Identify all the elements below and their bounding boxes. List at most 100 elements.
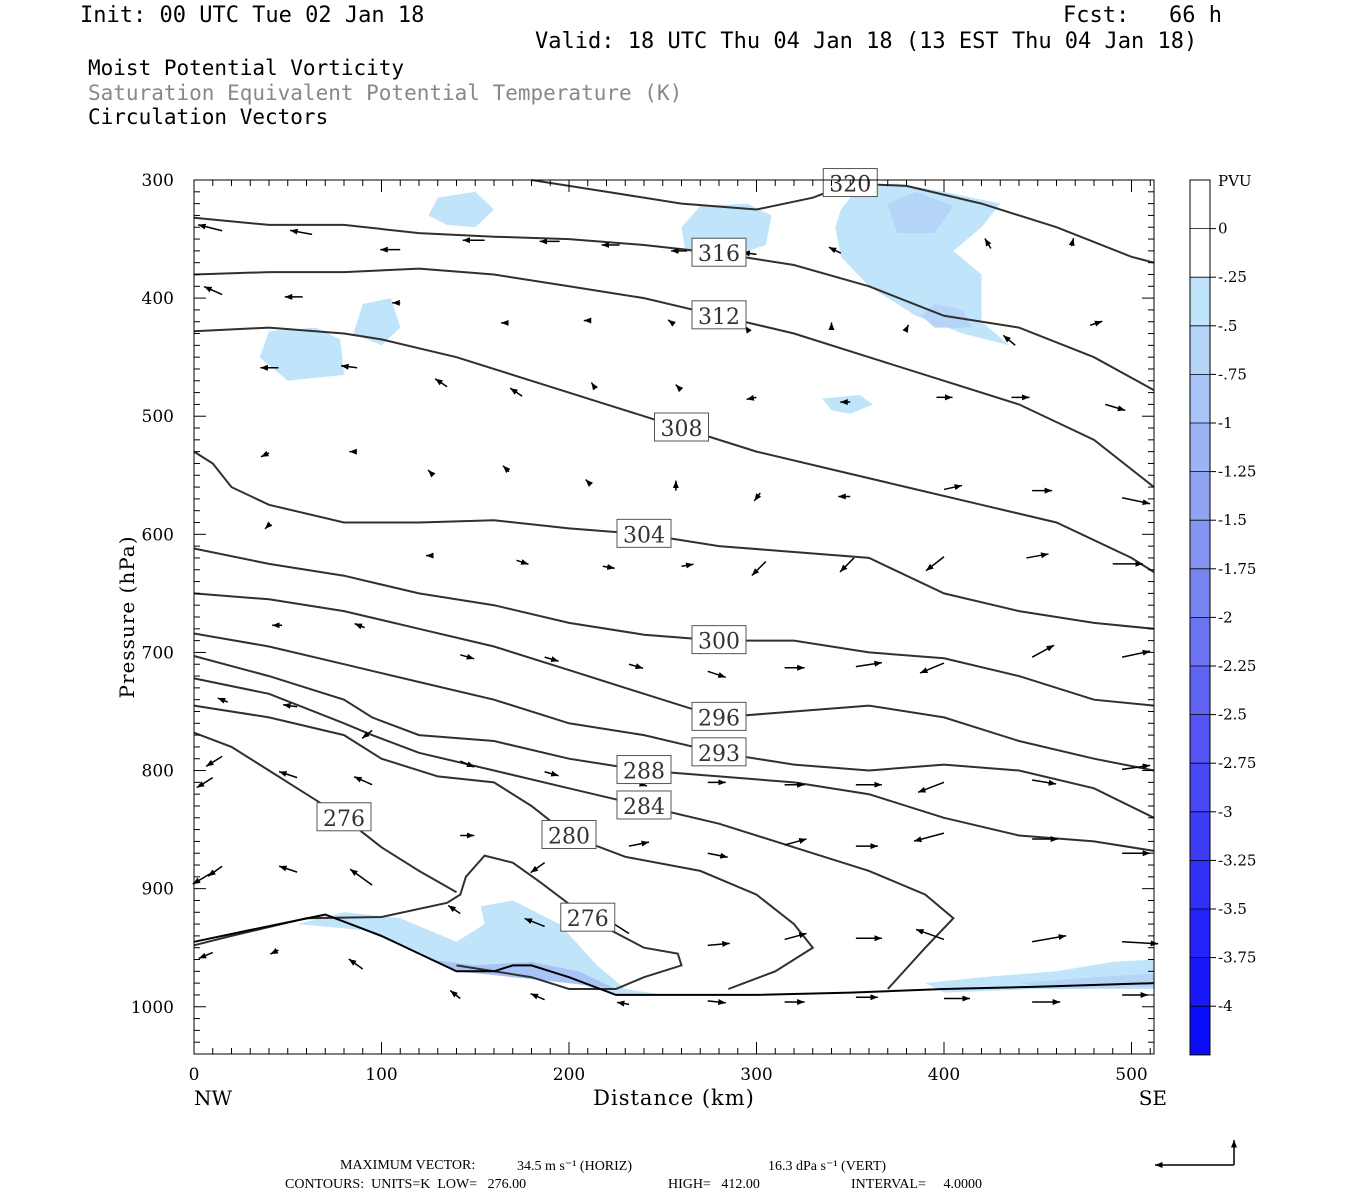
- x-axis-title: Distance (km): [593, 1086, 755, 1110]
- circulation-vector-46: [516, 559, 529, 566]
- circulation-vector-43: [1121, 496, 1151, 506]
- circulation-vector-75: [1032, 779, 1057, 786]
- mpv-shade-0: [428, 191, 494, 228]
- colorbar-swatch-6: [1190, 471, 1210, 521]
- colorbar-label-4: -1: [1218, 414, 1233, 432]
- colorbar-label-9: -2.25: [1218, 657, 1256, 675]
- contour-label-304-8: 304: [616, 518, 672, 548]
- colorbar-swatch-2: [1190, 277, 1210, 327]
- circulation-vector-58: [628, 663, 644, 670]
- circulation-vector-100: [915, 928, 945, 941]
- colorbar-swatch-10: [1190, 666, 1210, 716]
- valid-time: Valid: 18 UTC Thu 04 Jan 18 (13 EST Thu …: [535, 29, 1198, 54]
- mpv-shade-2: [835, 183, 1010, 346]
- colorbar-swatch-8: [1190, 568, 1210, 618]
- circulation-vector-39: [753, 492, 762, 502]
- colorbar-swatch-7: [1190, 520, 1210, 570]
- x-tick-label-200: 200: [553, 1065, 585, 1085]
- circulation-vector-65: [217, 697, 229, 704]
- circulation-vector-107: [530, 992, 545, 1001]
- max-vector-label: MAXIMUM VECTOR:: [340, 1158, 476, 1173]
- circulation-vector-104: [270, 948, 279, 955]
- mpv-shade-3: [887, 191, 954, 234]
- circulation-vector-41: [943, 484, 963, 491]
- circulation-vector-77: [196, 776, 214, 789]
- circulation-vector-66: [283, 702, 298, 709]
- svg-text:288: 288: [623, 760, 665, 785]
- contour-276-0: [193, 854, 683, 990]
- colorbar-swatch-11: [1190, 714, 1210, 764]
- y-tick-label-1000: 1000: [131, 998, 174, 1018]
- circulation-vector-98: [784, 932, 807, 941]
- circulation-vector-10: [1068, 237, 1075, 247]
- circulation-vector-57: [544, 656, 559, 662]
- ground-surface: [193, 913, 1155, 996]
- colorbar-label-0: 0: [1218, 220, 1228, 238]
- circulation-vector-84: [707, 852, 728, 859]
- x-tick-label-300: 300: [740, 1065, 772, 1085]
- circulation-vector-51: [925, 556, 945, 572]
- colorbar-swatch-9: [1190, 617, 1210, 667]
- circulation-vector-68: [459, 760, 475, 768]
- circulation-vector-25: [509, 387, 523, 397]
- colorbar-label-5: -1.25: [1218, 463, 1256, 481]
- contour-300-7: [193, 547, 1155, 707]
- colorbar-label-15: -3.75: [1218, 949, 1256, 967]
- circulation-vector-76: [1122, 763, 1151, 771]
- circulation-vector-37: [585, 479, 594, 487]
- circulation-vector-105: [348, 958, 364, 970]
- colorbar-swatch-13: [1190, 811, 1210, 861]
- colorbar-swatch-14: [1190, 860, 1210, 910]
- circulation-vector-90: [192, 871, 214, 885]
- contour-info: CONTOURS: UNITS=K LOW= 276.00: [285, 1177, 527, 1192]
- colorbar-label-3: -.75: [1218, 365, 1247, 383]
- circulation-vector-83: [628, 840, 650, 847]
- circulation-vector-69: [544, 770, 559, 777]
- circulation-vector-36: [502, 465, 511, 474]
- circulation-vector-23: [341, 363, 358, 370]
- circulation-vector-91: [207, 865, 223, 877]
- contour-label-292-5: 293: [691, 737, 747, 767]
- contour-316-11: [193, 216, 1155, 392]
- colorbar-swatch-15: [1190, 909, 1210, 959]
- circulation-vector-82: [530, 862, 546, 874]
- svg-text:308: 308: [661, 417, 703, 442]
- circulation-vector-26: [590, 382, 599, 391]
- svg-text:293: 293: [698, 742, 740, 767]
- colorbar-swatch-12: [1190, 763, 1210, 813]
- colorbar-swatch-16: [1190, 957, 1210, 1007]
- colorbar-label-16: -4: [1218, 997, 1233, 1015]
- circulation-vector-87: [913, 832, 945, 843]
- circulation-vector-109: [707, 999, 726, 1006]
- contour-high: HIGH= 412.00: [668, 1177, 760, 1192]
- max-vector-vert: 16.3 dPa s⁻¹ (VERT): [768, 1159, 887, 1174]
- colorbar-label-7: -1.75: [1218, 560, 1256, 578]
- y-tick-label-900: 900: [142, 880, 174, 900]
- svg-text:304: 304: [623, 523, 665, 548]
- circulation-vector-8: [828, 246, 842, 254]
- circulation-vector-59: [707, 670, 726, 679]
- contour-label-296-6: 296: [691, 701, 747, 731]
- circulation-vector-97: [707, 941, 730, 948]
- x-tick-label-400: 400: [928, 1065, 960, 1085]
- y-tick-label-800: 800: [142, 762, 174, 782]
- circulation-vector-92: [278, 865, 298, 873]
- circulation-vector-33: [260, 450, 270, 458]
- contour-label-276-0: 276: [560, 902, 616, 932]
- svg-text:284: 284: [623, 795, 665, 820]
- contour-label-288-4: 288: [616, 755, 672, 785]
- circulation-vector-93: [349, 868, 373, 886]
- circulation-vector-19: [902, 324, 910, 333]
- svg-text:280: 280: [548, 825, 590, 850]
- reference-vector-icon: [1155, 1140, 1237, 1168]
- max-vector-horiz: 34.5 m s⁻¹ (HORIZ): [517, 1159, 633, 1174]
- x-tick-label-500: 500: [1115, 1065, 1147, 1085]
- circulation-vector-55: [354, 622, 365, 630]
- circulation-vector-50: [839, 557, 855, 573]
- contour-label-316-11: 316: [691, 237, 747, 267]
- circulation-vector-16: [667, 319, 676, 327]
- circulation-vector-94: [447, 904, 461, 915]
- colorbar-swatch-1: [1190, 228, 1210, 278]
- circulation-vector-28: [746, 394, 757, 401]
